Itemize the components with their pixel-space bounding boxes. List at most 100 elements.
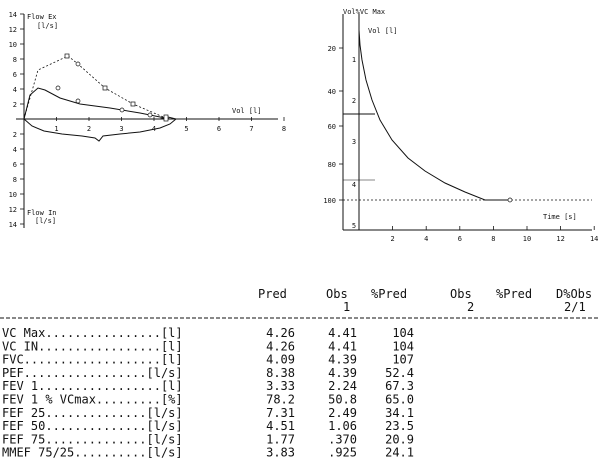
flow-predicted-curve [23,55,169,120]
row-label: MMEF 75/25..........[l/s] [2,446,183,460]
flow-y-ticks-top: 14 12 10 8 6 4 2 [9,11,24,109]
row-obs1: 4.39 [328,353,357,367]
row-label: FEV 1 % VCmax.........[%] [2,393,183,407]
row-obs1: 4.41 [328,339,357,353]
flow-x-tick-label: 2 [87,125,91,133]
flow-y-ticks-bottom: 2 4 6 8 10 12 14 [9,131,24,229]
obs-marker [119,107,125,113]
vt-x-tick-label: 14 [590,235,598,243]
vt-vol-tick-label: 4 [352,181,356,189]
header-dobs: D%Obs [556,287,592,301]
pred-marker [130,101,136,107]
vt-end-marker [507,197,513,203]
pred-marker [64,53,70,59]
row-pred: 3.83 [266,446,295,460]
flow-y-tick-label: 12 [9,206,17,214]
row-pred-pct1: 23.5 [385,419,414,433]
flow-y-tick-label: 2 [13,101,17,109]
row-label: FEV 1.................[l] [2,379,183,393]
row-pred-pct1: 107 [392,353,414,367]
flow-y-tick-label: 8 [13,56,17,64]
header-obs1-sub: 1 [343,300,350,314]
flow-inspiratory-curve [23,118,177,142]
row-obs1: 4.41 [328,326,357,340]
row-pred: 78.2 [266,393,295,407]
flow-ex-title: Flow Ex [27,13,57,21]
header-pred-pct1: %Pred [371,287,407,301]
flow-y-tick-label: 10 [9,191,17,199]
row-obs1: 2.24 [328,379,357,393]
row-obs1: 2.49 [328,406,357,420]
flow-x-title: Vol [l] [232,107,262,115]
header-obs2: Obs [450,287,472,301]
row-pred: 7.31 [266,406,295,420]
flow-y-tick-label: 6 [13,71,17,79]
row-obs1: 4.39 [328,366,357,380]
flow-y-tick-label: 4 [13,86,17,94]
table-row: FEF 25..............[l/s] 7.31 2.49 34.1 [2,406,414,420]
row-pred-pct1: 67.3 [385,379,414,393]
vt-y-title: Vol%VC Max [343,8,385,16]
vt-x-tick-label: 12 [556,235,564,243]
row-pred-pct1: 34.1 [385,406,414,420]
row-pred: 4.09 [266,353,295,367]
flow-in-title: Flow In [27,209,57,217]
vt-x-tick-label: 10 [523,235,531,243]
header-dobs-sub: 2/1 [564,300,586,314]
flow-ex-unit: [l/s] [37,22,58,30]
row-pred: 1.77 [266,432,295,446]
vt-vol-tick-label: 2 [352,97,356,105]
vt-pct-tick-label: 80 [328,161,336,169]
volume-time-chart: Vol%VC Max Vol [l] Time [s] 20406080100 … [323,8,598,243]
row-pred: 4.26 [266,339,295,353]
pred-marker [102,85,108,91]
row-obs1: .370 [328,432,357,446]
table-row: FEV 1 % VCmax.........[%] 78.2 50.8 65.0 [2,393,414,407]
vt-vol-tick-label: 3 [352,138,356,146]
row-pred-pct1: 65.0 [385,393,414,407]
vt-pct-tick-label: 60 [328,123,336,131]
table-row: FEF 75..............[l/s] 1.77 .370 20.9 [2,432,414,446]
table-row: FVC...................[l] 4.09 4.39 107 [2,353,414,367]
table-row: FEV 1.................[l] 3.33 2.24 67.3 [2,379,414,393]
row-pred: 4.26 [266,326,295,340]
obs-marker [147,112,153,118]
row-pred: 3.33 [266,379,295,393]
flow-volume-chart: Flow Ex [l/s] Flow In [l/s] Vol [l] 1412… [9,11,287,229]
flow-y-tick-label: 14 [9,221,17,229]
flow-x-tick-label: 1 [54,125,58,133]
vt-pct-tick-label: 40 [328,88,336,96]
vt-x-tick-label: 8 [491,235,495,243]
pred-marker [75,61,81,67]
flow-y-tick-label: 6 [13,161,17,169]
vt-vol-tick-label: 1 [352,56,356,64]
table-row: MMEF 75/25..........[l/s] 3.83 .925 24.1 [2,446,414,460]
vt-x-ticks: 2 4 6 8 10 12 14 [390,226,598,243]
table-row: FEF 50..............[l/s] 4.51 1.06 23.5 [2,419,414,433]
obs-marker [163,114,169,122]
row-pred-pct1: 20.9 [385,432,414,446]
row-pred-pct1: 52.4 [385,366,414,380]
vt-x-tick-label: 4 [424,235,428,243]
header-obs1: Obs [326,287,348,301]
flow-y-tick-label: 8 [13,176,17,184]
row-label: FEF 50..............[l/s] [2,419,183,433]
vt-vol-ticks: 1 2 3 4 5 [352,56,356,230]
vt-pct-tick-label: 100 [323,197,336,205]
table-row: VC Max................[l] 4.26 4.41 104 [2,326,414,340]
flow-x-tick-label: 3 [119,125,123,133]
vt-pct-tick-label: 20 [328,45,336,53]
row-pred: 8.38 [266,366,295,380]
row-label: FEF 25..............[l/s] [2,406,183,420]
vt-x-tick-label: 2 [390,235,394,243]
header-obs2-sub: 2 [467,300,474,314]
flow-x-tick-label: 5 [184,125,188,133]
flow-x-tick-label: 7 [249,125,253,133]
vt-pct-ticks: 20 40 60 80 100 [323,45,343,205]
header-pred-pct2: %Pred [496,287,532,301]
flow-y-tick-label: 12 [9,26,17,34]
flow-y-tick-label: 2 [13,131,17,139]
